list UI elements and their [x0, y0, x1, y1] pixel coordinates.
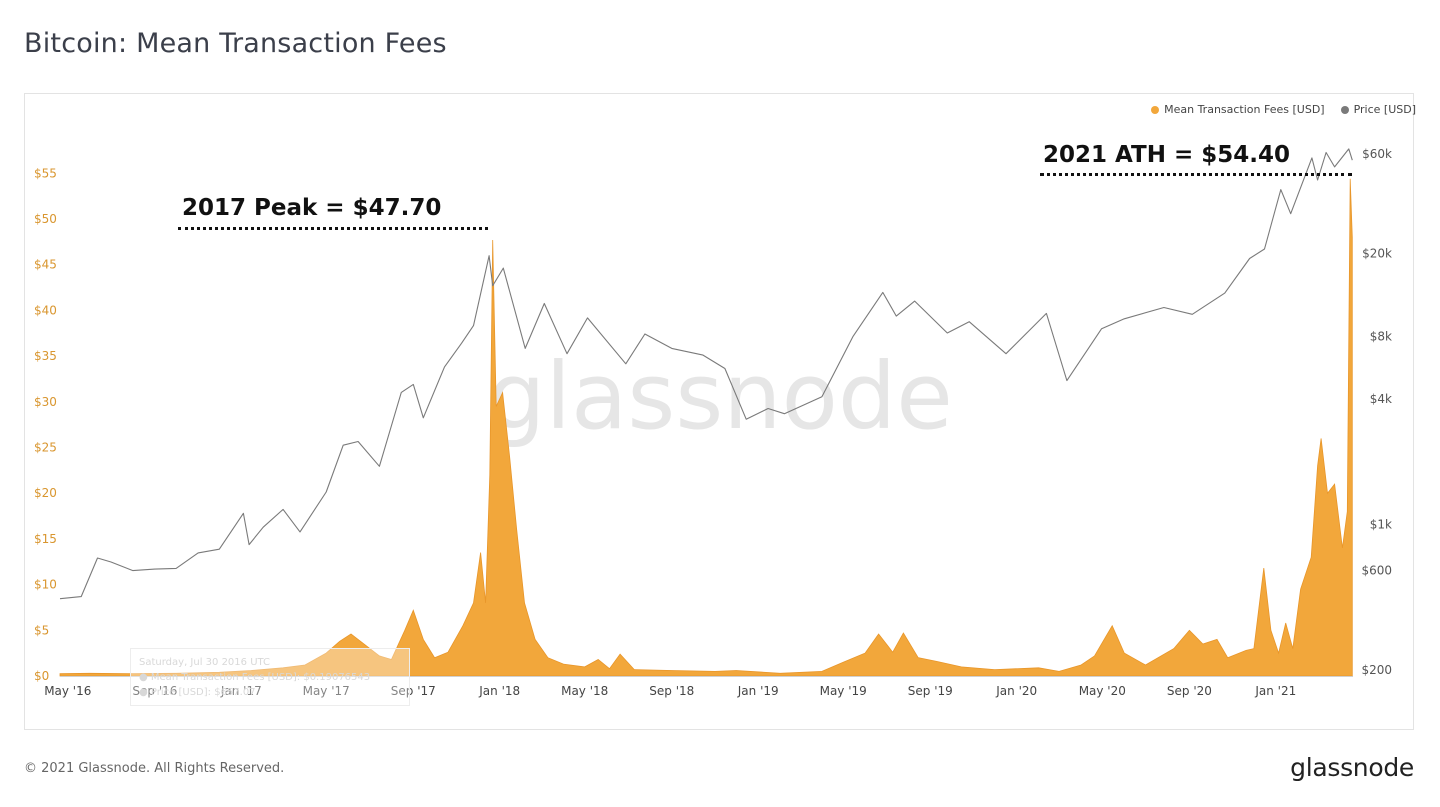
x-tick-label: May '19	[820, 684, 867, 698]
chart-panel	[24, 93, 1414, 730]
x-tick-label: Sep '17	[391, 684, 436, 698]
y-right-tick-label: $600	[1361, 564, 1392, 578]
x-tick-label: Sep '19	[908, 684, 953, 698]
y-left-tick-label: $0	[34, 669, 49, 683]
glassnode-logo: glassnode	[1290, 753, 1414, 782]
annotation-2021-ath-line	[1040, 173, 1352, 176]
annotation-2017-peak: 2017 Peak = $47.70	[182, 195, 442, 221]
tooltip-date: Saturday, Jul 30 2016 UTC	[139, 657, 271, 668]
y-left-tick-label: $35	[34, 349, 57, 363]
tooltip-price: ● Price [USD]: $657.07	[139, 687, 256, 698]
x-tick-label: Jan '17	[220, 684, 262, 698]
x-tick-label: Jan '18	[478, 684, 520, 698]
fees-area-series	[59, 178, 1353, 677]
legend: Mean Transaction Fees [USD] Price [USD]	[1151, 103, 1416, 116]
legend-label-price: Price [USD]	[1353, 103, 1416, 116]
y-right-tick-label: $200	[1361, 663, 1392, 677]
y-left-tick-label: $55	[34, 166, 57, 180]
y-right-tick-label: $8k	[1370, 329, 1392, 343]
annotation-2017-peak-line	[178, 227, 488, 230]
y-right-tick-label: $1k	[1370, 517, 1392, 531]
page-title: Bitcoin: Mean Transaction Fees	[24, 28, 447, 59]
annotation-2021-ath: 2021 ATH = $54.40	[1043, 142, 1291, 168]
fees-area	[59, 178, 1353, 677]
y-axis-right: $200 $600 $1k $4k $8k $20k $60k	[1361, 147, 1392, 677]
x-tick-label: Jan '19	[737, 684, 779, 698]
x-tick-label: May '16	[44, 684, 91, 698]
y-right-tick-label: $4k	[1370, 392, 1392, 406]
y-right-tick-label: $60k	[1362, 147, 1392, 161]
legend-dot-fees	[1151, 105, 1160, 114]
x-tick-label: Sep '20	[1167, 684, 1212, 698]
y-left-tick-label: $45	[34, 258, 57, 272]
tooltip-ghost: Saturday, Jul 30 2016 UTC ● Mean Transac…	[130, 648, 410, 706]
x-tick-label: Jan '20	[995, 684, 1037, 698]
x-axis: May '16 Sep '16 Jan '17 May '17 Sep '17 Jan '…	[44, 676, 1353, 698]
y-left-tick-label: $20	[34, 486, 57, 500]
y-left-tick-label: $15	[34, 532, 57, 546]
x-tick-label: Jan '21	[1254, 684, 1296, 698]
legend-label-fees: Mean Transaction Fees [USD]	[1164, 103, 1325, 116]
x-tick-label: Sep '16	[132, 684, 177, 698]
y-left-tick-label: $40	[34, 303, 57, 317]
footer-copyright: © 2021 Glassnode. All Rights Reserved.	[24, 761, 285, 776]
watermark: glassnode	[487, 343, 953, 450]
x-tick-label: May '18	[561, 684, 608, 698]
y-left-tick-label: $5	[34, 623, 49, 637]
x-tick-label: May '20	[1079, 684, 1126, 698]
legend-item-price[interactable]: Price [USD]	[1340, 103, 1416, 116]
x-tick-label: May '17	[303, 684, 350, 698]
y-left-tick-label: $25	[34, 441, 57, 455]
price-line-series	[59, 148, 1353, 600]
y-left-tick-label: $10	[34, 578, 57, 592]
x-tick-label: Sep '18	[649, 684, 694, 698]
legend-item-fees[interactable]: Mean Transaction Fees [USD]	[1151, 103, 1325, 116]
legend-dot-price	[1340, 105, 1349, 114]
tooltip-fees: ● Mean Transaction Fees [USD]: $0.190765…	[139, 672, 371, 683]
price-line	[59, 148, 1353, 600]
y-left-tick-label: $50	[34, 212, 57, 226]
y-left-tick-label: $30	[34, 395, 57, 409]
y-right-tick-label: $20k	[1362, 246, 1392, 260]
y-axis-left: $0 $5 $10 $15 $20 $25 $30 $35 $40 $45 $50 $55	[34, 166, 57, 683]
